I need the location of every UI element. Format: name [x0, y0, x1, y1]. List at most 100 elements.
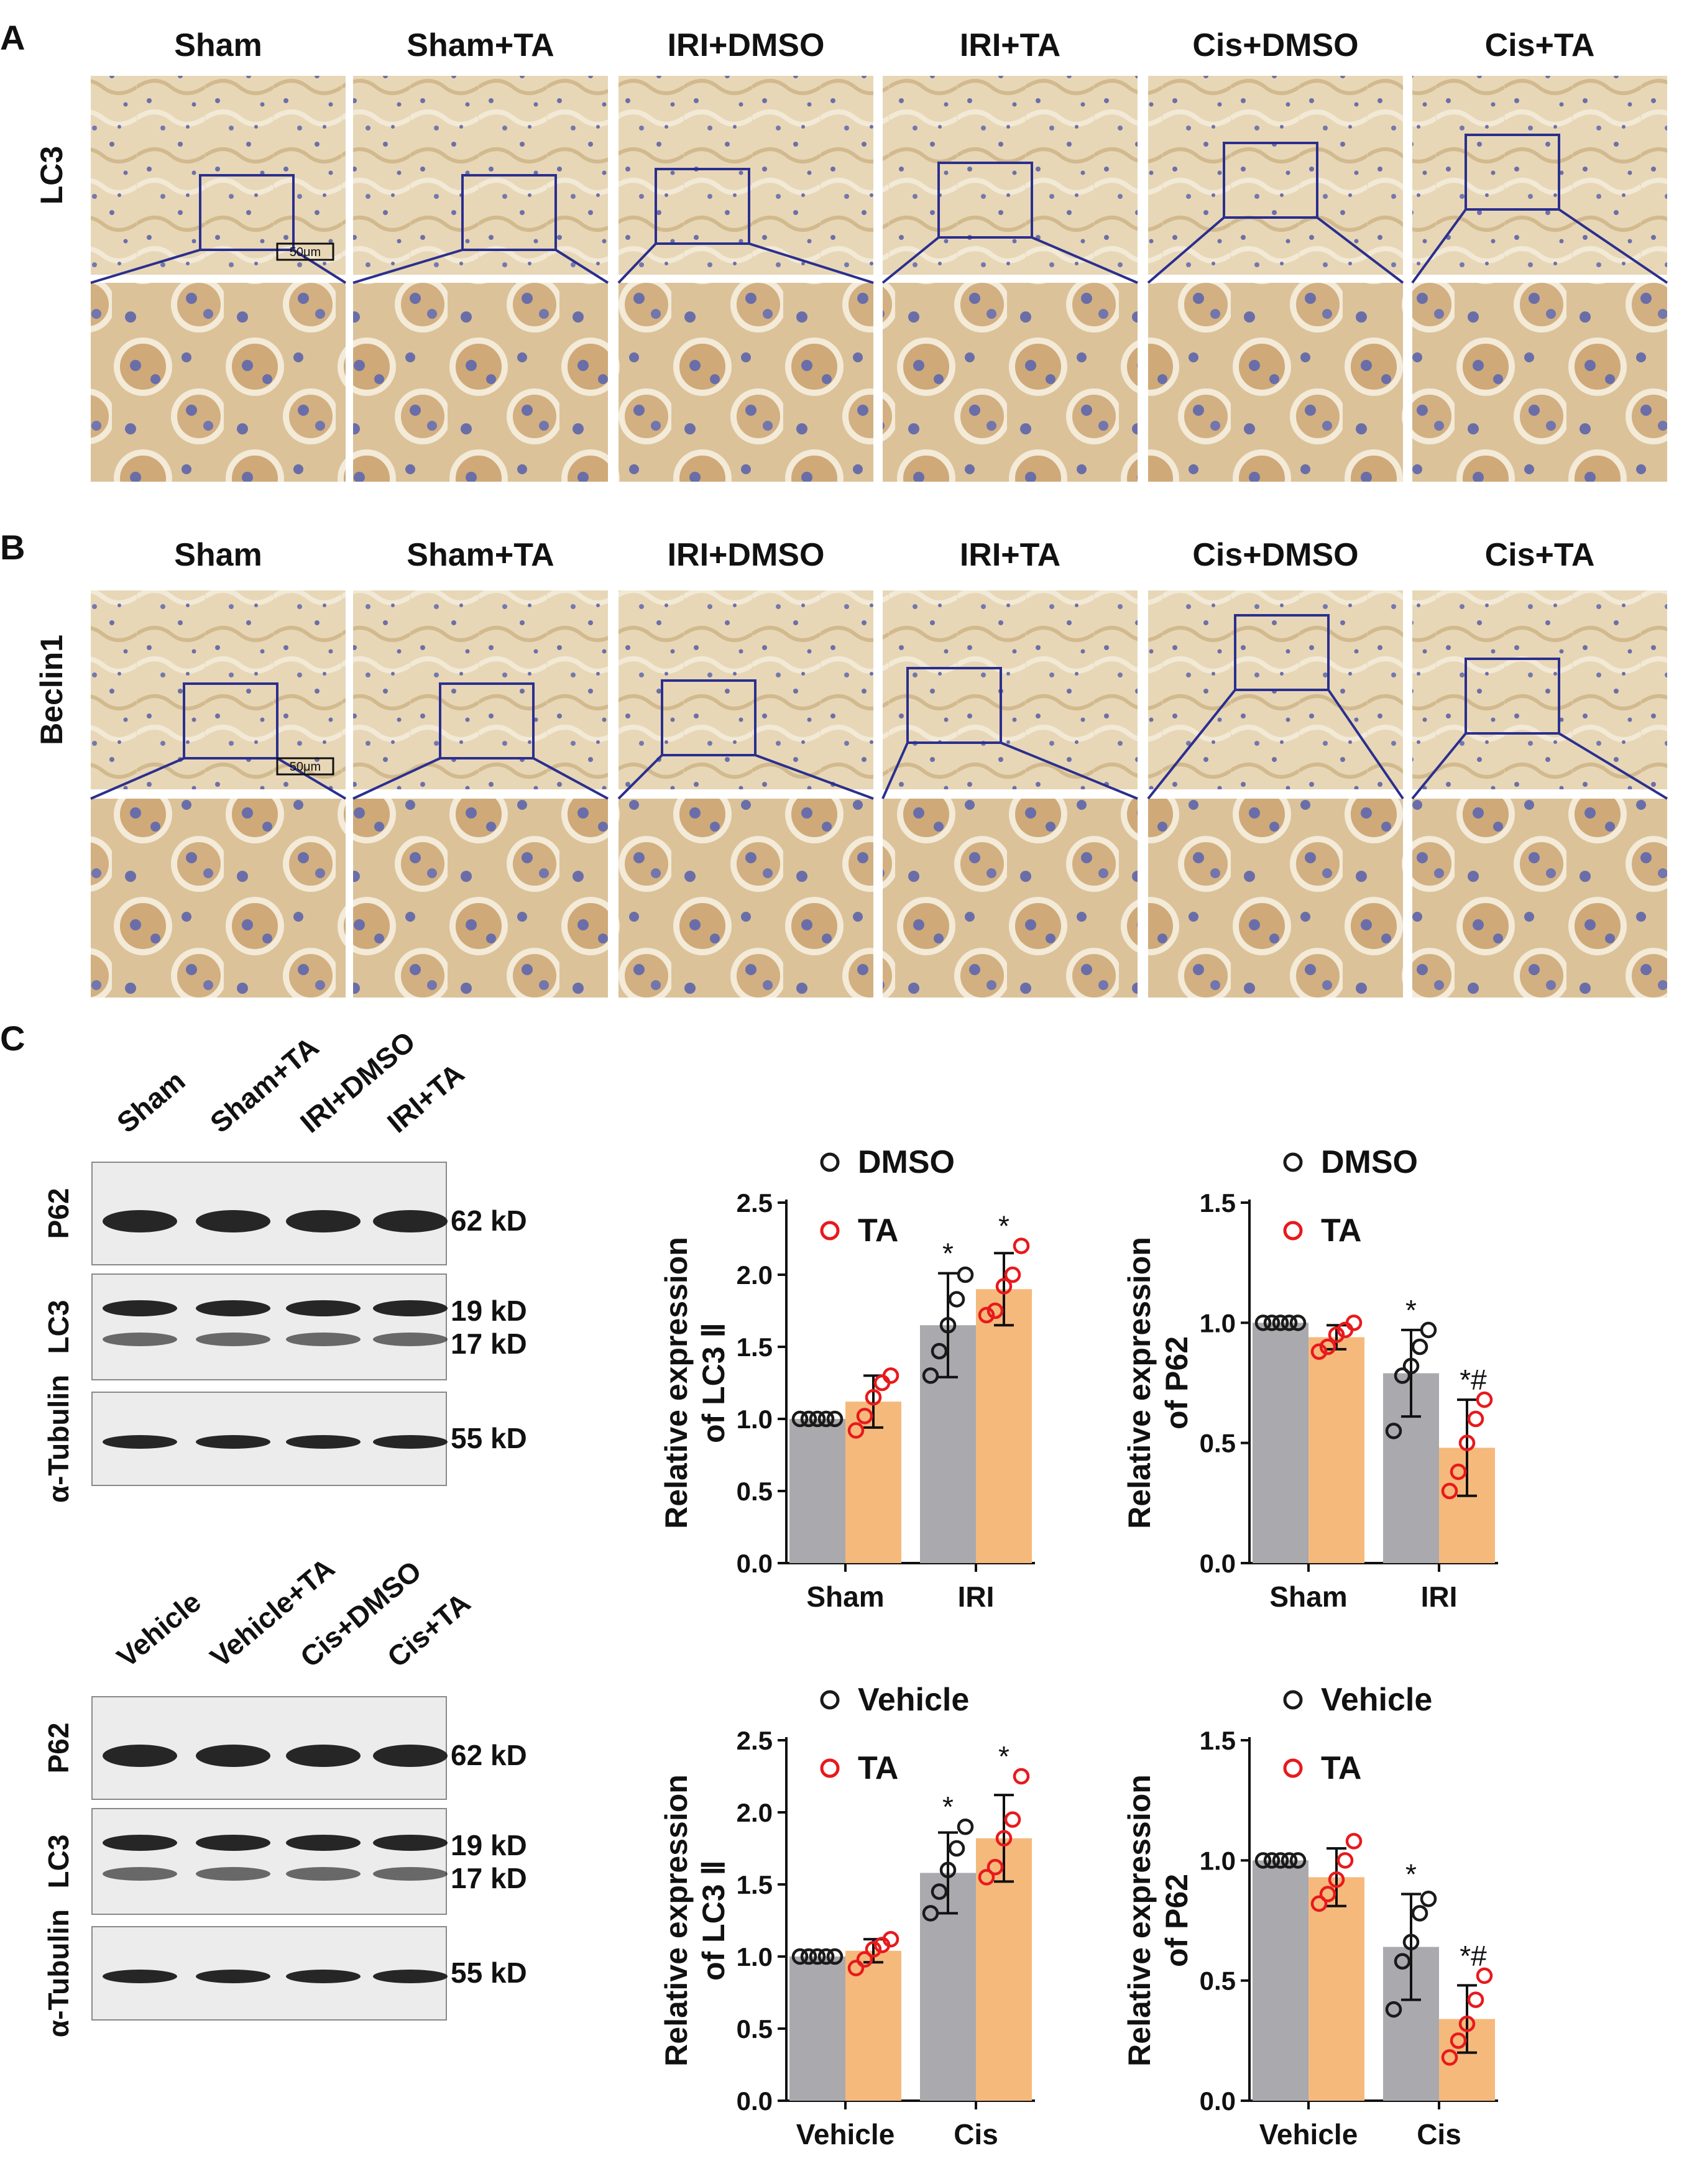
bar	[789, 1419, 845, 1563]
micrograph-high-mag	[619, 799, 873, 998]
y-tick-label: 0.0	[1200, 2086, 1236, 2116]
data-point	[847, 1422, 865, 1439]
micrograph-high-mag	[1412, 799, 1667, 998]
zoom-line	[1000, 741, 1138, 800]
zoom-line	[90, 249, 201, 284]
data-point	[1411, 1338, 1428, 1356]
zoom-line	[1558, 732, 1668, 800]
bar	[789, 1957, 845, 2101]
data-point	[1013, 1768, 1030, 1785]
micrograph-high-mag	[1148, 283, 1403, 482]
y-axis-label: Relative expression	[659, 1774, 694, 2067]
zoom-line	[1411, 732, 1467, 800]
micrograph-high-mag	[619, 283, 873, 482]
data-point	[1476, 1391, 1493, 1408]
mw-marker: 55 kD	[451, 1957, 527, 1989]
bar-chart: Vehicle TA Relative expression of LC3 Ⅱ 0.0 0…	[659, 1682, 1035, 2150]
x-tick-label: IRI	[958, 1581, 995, 1613]
data-point	[791, 1410, 809, 1428]
data-point	[948, 1291, 965, 1308]
blot-band	[103, 1210, 177, 1232]
data-point	[882, 1930, 899, 1948]
data-point	[1272, 1852, 1289, 1869]
blot-band	[373, 1210, 448, 1232]
group-label-cis-plus-dmso: Cis+DMSO	[1192, 537, 1358, 573]
data-point	[1319, 1338, 1336, 1356]
protein-label: LC3	[42, 1300, 75, 1354]
data-point	[957, 1818, 974, 1835]
group-label-cis-plus-ta: Cis+TA	[1485, 27, 1595, 63]
significance-mark: *#	[1460, 1940, 1487, 1972]
bar	[976, 1289, 1032, 1563]
data-point	[1281, 1315, 1298, 1331]
y-axis-label: of P62	[1159, 1874, 1194, 1967]
blot-band	[286, 1210, 361, 1232]
data-point	[856, 1951, 873, 1968]
data-point	[1458, 2016, 1476, 2032]
micrograph-high-mag	[1412, 283, 1667, 482]
group-label-cis-plus-ta: Cis+TA	[1485, 537, 1595, 573]
y-tick-label: 2.0	[737, 1798, 773, 1827]
micrograph-high-mag	[353, 799, 608, 998]
y-axis-label: Relative expression	[659, 1237, 694, 1529]
blot-strip	[91, 1273, 447, 1380]
legend-marker	[1283, 1690, 1303, 1710]
zoom-line	[554, 249, 609, 284]
blot-band	[103, 1333, 177, 1346]
data-point	[922, 1367, 939, 1384]
y-tick-label: 0.5	[1200, 1429, 1236, 1458]
blot-band	[373, 1835, 448, 1851]
data-point	[882, 1367, 899, 1384]
y-tick-label: 1.0	[1200, 1846, 1236, 1875]
data-point	[1310, 1343, 1328, 1360]
group-label-iri-plus-ta: IRI+TA	[960, 537, 1060, 573]
mw-marker: 17 kD	[451, 1862, 527, 1894]
data-point	[1263, 1852, 1281, 1869]
micrograph-high-mag	[1148, 799, 1403, 998]
data-point	[856, 1408, 873, 1425]
data-point	[1467, 1991, 1484, 2008]
group-label-iri-plus-dmso: IRI+DMSO	[668, 27, 825, 63]
data-point	[791, 1948, 809, 1965]
zoom-line	[1558, 208, 1668, 284]
y-tick-label: 1.0	[737, 1942, 773, 1971]
micrograph-low-mag	[353, 590, 608, 789]
x-tick-label: Vehicle	[1259, 2118, 1358, 2150]
y-tick-label: 2.5	[737, 1726, 773, 1755]
legend-label: Vehicle	[858, 1682, 969, 1718]
zoom-box	[439, 682, 535, 759]
blot-band	[286, 1300, 361, 1316]
significance-mark: *	[942, 1791, 954, 1823]
data-point	[1272, 1315, 1289, 1331]
data-point	[986, 1858, 1004, 1876]
data-point	[865, 1388, 882, 1406]
data-point	[817, 1948, 835, 1965]
y-axis-label: Relative expression	[1122, 1237, 1157, 1529]
row-label: LC3	[34, 146, 69, 204]
y-tick-label: 0.5	[737, 2014, 773, 2044]
data-point	[1310, 1895, 1328, 1912]
blot-band	[196, 1970, 270, 1983]
data-point	[1441, 2049, 1458, 2066]
zoom-line	[1147, 216, 1225, 284]
zoom-line	[90, 757, 185, 800]
y-tick-label: 0.5	[737, 1477, 773, 1506]
micrograph-low-mag	[619, 76, 873, 275]
legend-label: DMSO	[858, 1144, 955, 1180]
micrograph-low-mag	[1412, 590, 1667, 789]
zoom-line	[292, 249, 347, 284]
data-point	[1411, 1905, 1428, 1922]
bar	[1308, 1337, 1364, 1563]
y-tick-label: 1.0	[1200, 1308, 1236, 1337]
bar-chart: Vehicle TA Relative expression of P62 0.0 0.5…	[1122, 1682, 1498, 2150]
mw-marker: 55 kD	[451, 1422, 527, 1454]
blot-band	[196, 1300, 270, 1316]
zoom-line	[617, 754, 663, 800]
data-point	[1254, 1852, 1272, 1869]
data-point	[1289, 1315, 1307, 1331]
zoom-line	[755, 754, 874, 800]
significance-mark: *	[1405, 1294, 1417, 1326]
data-point	[1004, 1266, 1021, 1283]
legend-marker	[1283, 1221, 1303, 1241]
blot-strip	[91, 1808, 447, 1915]
